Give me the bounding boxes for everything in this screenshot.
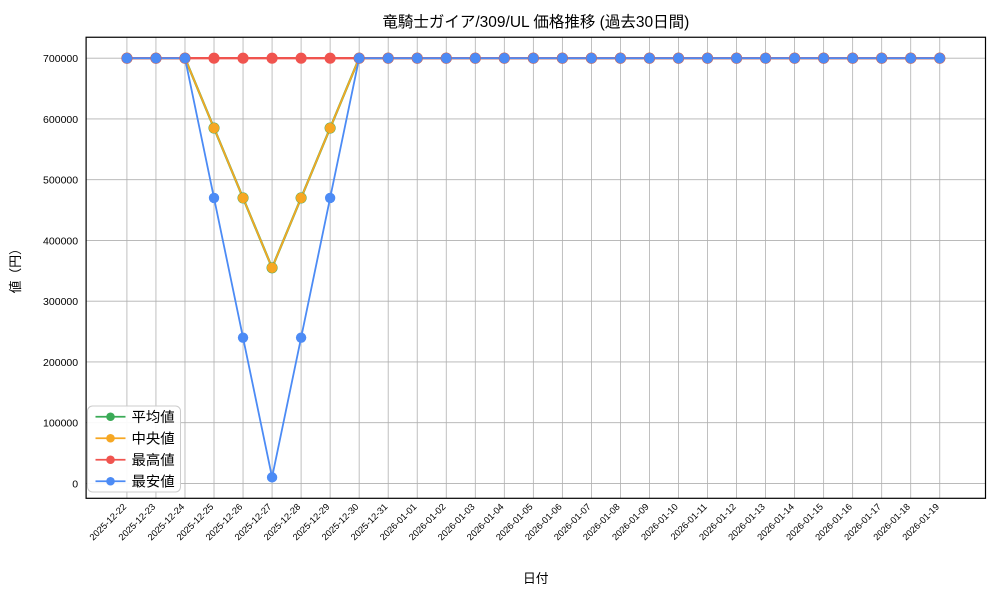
svg-text:竜騎士ガイア/309/UL 価格推移 (過去30日間): 竜騎士ガイア/309/UL 価格推移 (過去30日間) [382,13,689,31]
svg-text:中央値: 中央値 [132,430,175,447]
svg-text:値（円）: 値（円） [8,242,23,293]
svg-text:300000: 300000 [43,296,78,308]
svg-text:平均値: 平均値 [132,409,175,426]
svg-text:0: 0 [72,478,78,490]
svg-text:600000: 600000 [43,114,78,126]
svg-text:最高値: 最高値 [132,452,175,469]
svg-text:400000: 400000 [43,235,78,247]
svg-text:100000: 100000 [43,418,78,430]
svg-text:200000: 200000 [43,357,78,369]
svg-text:日付: 日付 [523,571,549,586]
svg-text:700000: 700000 [43,53,78,65]
svg-text:最安値: 最安値 [132,473,175,490]
svg-text:500000: 500000 [43,175,78,187]
